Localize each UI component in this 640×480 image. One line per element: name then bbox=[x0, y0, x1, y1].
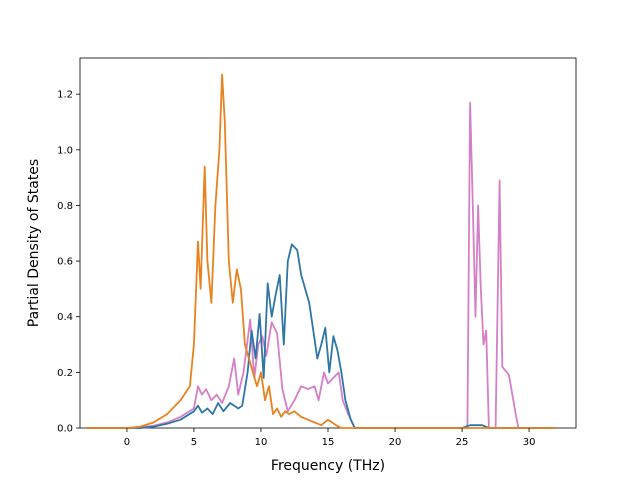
y-axis-label: Partial Density of States bbox=[26, 159, 42, 327]
y-axis: 0.0 0.2 0.4 0.6 0.8 1.0 1.2 bbox=[57, 90, 80, 435]
series-line-2 bbox=[86, 243, 556, 429]
series-line-1 bbox=[86, 101, 556, 429]
plot-area bbox=[79, 57, 577, 429]
series-lines bbox=[86, 73, 556, 429]
x-tick-label: 5 bbox=[191, 437, 197, 448]
y-tick-label: 0.6 bbox=[57, 257, 73, 268]
y-tick-label: 0.4 bbox=[57, 312, 73, 323]
x-axis-label: Frequency (THz) bbox=[271, 458, 385, 474]
x-tick-label: 15 bbox=[322, 437, 335, 448]
x-tick-label: 20 bbox=[389, 437, 402, 448]
y-tick-label: 1.0 bbox=[57, 145, 73, 156]
x-axis: 0 5 10 15 20 25 30 bbox=[124, 428, 536, 448]
x-tick-label: 25 bbox=[456, 437, 469, 448]
x-tick-label: 30 bbox=[523, 437, 536, 448]
y-tick-label: 0.0 bbox=[57, 424, 73, 435]
y-tick-label: 1.2 bbox=[57, 90, 73, 101]
series-line-3 bbox=[86, 73, 556, 429]
x-tick-label: 0 bbox=[124, 437, 130, 448]
x-tick-label: 10 bbox=[255, 437, 268, 448]
y-tick-label: 0.8 bbox=[57, 201, 73, 212]
y-tick-label: 0.2 bbox=[57, 368, 73, 379]
plot-frame bbox=[79, 57, 577, 429]
